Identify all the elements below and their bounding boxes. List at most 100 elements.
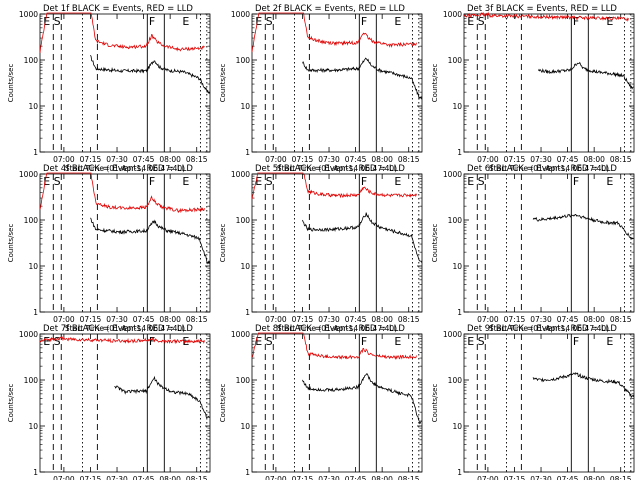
y-tick-label: 10 <box>240 262 250 271</box>
x-tick-label: 08:00 <box>159 155 181 164</box>
x-tick-label: 07:00 <box>477 315 499 324</box>
marker-label: F <box>149 335 155 348</box>
lld-series-line <box>39 12 205 54</box>
x-tick-label: 07:45 <box>133 155 155 164</box>
y-tick-label: 1 <box>33 148 38 157</box>
panel-title: Det 2f BLACK = Events, RED = LLD <box>255 4 405 14</box>
y-tick-label: 1000 <box>443 170 462 179</box>
events-series-line <box>302 212 423 263</box>
y-tick-label: 100 <box>24 376 39 385</box>
x-tick-label: 08:15 <box>610 475 632 480</box>
panel-title: Det 8f BLACK = Events, RED = LLD <box>255 324 405 334</box>
x-tick-label: 07:45 <box>345 155 367 164</box>
panel-title: Det 3f BLACK = Events, RED = LLD <box>467 4 617 14</box>
x-axis-label: Start Time (01-Apr-14 06:47:40) <box>65 324 185 333</box>
x-tick-label: 07:15 <box>504 315 526 324</box>
events-series-line <box>532 372 635 399</box>
x-tick-label: 07:15 <box>292 155 314 164</box>
y-tick-label: 10 <box>452 262 462 271</box>
x-tick-label: 08:15 <box>610 315 632 324</box>
panel-8: Det 8f BLACK = Events, RED = LLD 1 10 100 10… <box>219 324 423 480</box>
x-tick-label: 07:45 <box>345 315 367 324</box>
y-axis-label: Counts/sec <box>219 384 227 423</box>
marker-label: E <box>606 15 613 28</box>
marker-label: E S <box>467 335 484 348</box>
events-series-line <box>114 375 210 419</box>
events-series-line <box>538 61 634 90</box>
marker-label: F <box>149 175 155 188</box>
x-tick-label: 07:30 <box>106 315 128 324</box>
x-tick-label: 08:00 <box>371 475 393 480</box>
y-tick-label: 10 <box>28 262 38 271</box>
y-axis-label: Counts/sec <box>219 224 227 263</box>
x-tick-label: 08:15 <box>186 315 208 324</box>
y-axis-label: Counts/sec <box>431 224 439 263</box>
y-tick-label: 100 <box>236 216 251 225</box>
x-tick-label: 08:00 <box>371 155 393 164</box>
x-tick-label: 07:30 <box>318 155 340 164</box>
plot-frame <box>463 13 635 153</box>
y-tick-label: 100 <box>448 376 463 385</box>
x-tick-label: 08:15 <box>186 155 208 164</box>
marker-label: F <box>149 15 155 28</box>
y-axis-label: Counts/sec <box>219 64 227 103</box>
marker-label: E S <box>255 335 272 348</box>
x-tick-label: 07:30 <box>106 155 128 164</box>
y-tick-label: 1000 <box>19 10 38 19</box>
y-tick-label: 100 <box>448 216 463 225</box>
x-tick-label: 07:45 <box>557 315 579 324</box>
marker-label: F <box>361 175 367 188</box>
x-tick-label: 07:30 <box>530 155 552 164</box>
y-axis-label: Counts/sec <box>7 64 15 103</box>
y-tick-label: 100 <box>24 56 39 65</box>
y-tick-label: 100 <box>24 216 39 225</box>
x-tick-label: 07:00 <box>265 155 287 164</box>
x-tick-label: 08:00 <box>583 475 605 480</box>
y-tick-label: 1 <box>457 148 462 157</box>
y-axis-label: Counts/sec <box>7 224 15 263</box>
x-tick-label: 07:00 <box>477 475 499 480</box>
panel-2: Det 2f BLACK = Events, RED = LLD 1 10 100 10… <box>219 4 423 173</box>
x-tick-label: 08:00 <box>159 315 181 324</box>
x-tick-label: 08:15 <box>398 155 420 164</box>
y-tick-label: 100 <box>236 376 251 385</box>
panel-7: Det 7f BLACK = Events, RED = LLD 1 10 100 10… <box>7 324 211 480</box>
y-tick-label: 1000 <box>19 330 38 339</box>
y-tick-label: 1 <box>245 468 250 477</box>
events-series-line <box>90 217 211 265</box>
x-tick-label: 07:15 <box>292 315 314 324</box>
y-tick-label: 1 <box>245 148 250 157</box>
x-tick-label: 07:15 <box>292 475 314 480</box>
x-tick-label: 07:00 <box>53 155 75 164</box>
x-tick-label: 08:15 <box>186 475 208 480</box>
x-tick-label: 07:30 <box>530 475 552 480</box>
y-tick-label: 10 <box>452 102 462 111</box>
plot-frame <box>39 13 211 153</box>
y-tick-label: 1 <box>33 468 38 477</box>
x-axis-label: Start Time (01-Apr-14 06:47:40) <box>489 164 609 173</box>
marker-label: E <box>394 15 401 28</box>
panel-title: Det 1f BLACK = Events, RED = LLD <box>43 4 193 14</box>
marker-label: F <box>573 175 579 188</box>
panel-title: Det 5f BLACK = Events, RED = LLD <box>255 164 405 174</box>
marker-label: F <box>573 335 579 348</box>
x-tick-label: 08:15 <box>398 475 420 480</box>
x-tick-label: 07:45 <box>133 315 155 324</box>
events-series-line <box>90 54 211 94</box>
x-tick-label: 07:00 <box>53 315 75 324</box>
y-tick-label: 1 <box>457 468 462 477</box>
marker-label: F <box>573 15 579 28</box>
marker-label: E <box>606 335 613 348</box>
y-tick-label: 1 <box>245 308 250 317</box>
y-axis-label: Counts/sec <box>431 64 439 103</box>
y-tick-label: 1000 <box>231 330 250 339</box>
x-tick-label: 07:00 <box>53 475 75 480</box>
lld-series-line <box>251 172 417 200</box>
panel-5: Det 5f BLACK = Events, RED = LLD 1 10 100 10… <box>219 164 423 333</box>
x-tick-label: 07:00 <box>477 155 499 164</box>
panel-title: Det 6f BLACK = Events, RED = LLD <box>467 164 617 174</box>
x-axis-label: Start Time (01-Apr-14 06:47:40) <box>277 164 397 173</box>
y-tick-label: 1 <box>457 308 462 317</box>
marker-label: E <box>606 175 613 188</box>
